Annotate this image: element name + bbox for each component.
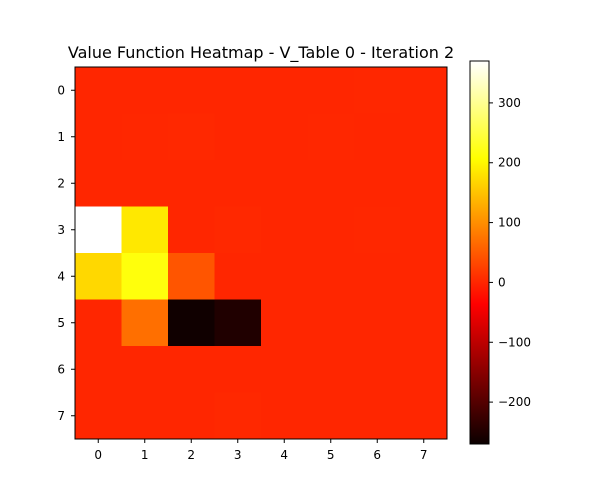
- heatmap-cell-r4-c6: [354, 253, 401, 300]
- colorbar-ticks: −200 −100 0 100 200 300: [489, 96, 531, 409]
- colorbar-tick-label: −100: [498, 335, 531, 349]
- colorbar-frame: [469, 60, 490, 445]
- x-tick-label: 6: [373, 448, 381, 462]
- heatmap-cell-r7-c6: [354, 392, 401, 440]
- heatmap-cell-r3-c0: [75, 206, 122, 254]
- heatmap-cell-r4-c5: [307, 253, 355, 300]
- heatmap-cell-r1-c3: [214, 113, 262, 161]
- heatmap-cell-r4-c2: [168, 253, 215, 300]
- heatmap-cell-r7-c4: [261, 392, 308, 440]
- heatmap-cell-r3-c6: [354, 206, 401, 254]
- chart-title: Value Function Heatmap - V_Table 0 - Ite…: [68, 43, 454, 63]
- heatmap-cell-r5-c3: [214, 299, 262, 347]
- colorbar-tick-label: 200: [498, 156, 521, 170]
- x-tick-label: 4: [280, 448, 288, 462]
- heatmap-cell-r2-c4: [261, 160, 308, 207]
- heatmap-cell-r5-c0: [75, 299, 122, 347]
- heatmap-cell-r6-c1: [121, 346, 169, 393]
- heatmap-cell-r6-c3: [214, 346, 262, 393]
- heatmap-cell-r6-c2: [168, 346, 215, 393]
- x-tick-label: 0: [94, 448, 102, 462]
- heatmap-cell-r6-c4: [261, 346, 308, 393]
- heatmap-cell-r1-c0: [75, 113, 122, 161]
- colorbar-tick-label: 300: [498, 96, 521, 110]
- colorbar-tick-label: −200: [498, 395, 531, 409]
- heatmap-cell-r2-c6: [354, 160, 401, 207]
- heatmap-cell-r2-c1: [121, 160, 169, 207]
- heatmap-cell-r7-c1: [121, 392, 169, 440]
- y-tick-label: 1: [57, 130, 65, 144]
- heatmap-cell-r0-c5: [307, 67, 355, 114]
- heatmap-cell-r0-c6: [354, 67, 401, 114]
- heatmap-cell-r4-c0: [75, 253, 122, 300]
- heatmap-cell-r4-c7: [400, 253, 448, 300]
- heatmap-cell-r4-c3: [214, 253, 262, 300]
- y-axis-ticks: 0 1 2 3 4 5 6 7: [57, 83, 75, 423]
- heatmap-cell-r0-c0: [75, 67, 122, 114]
- heatmap-cell-r5-c1: [121, 299, 169, 347]
- heatmap-cell-r3-c3: [214, 206, 262, 254]
- heatmap-cell-r2-c0: [75, 160, 122, 207]
- heatmap-cell-r2-c5: [307, 160, 355, 207]
- heatmap-cell-r0-c2: [168, 67, 215, 114]
- heatmap-cell-r6-c5: [307, 346, 355, 393]
- heatmap-cell-r6-c6: [354, 346, 401, 393]
- x-tick-label: 2: [187, 448, 195, 462]
- heatmap-cell-r0-c3: [214, 67, 262, 114]
- heatmap-cells: [75, 67, 448, 440]
- colorbar-gradient: [470, 61, 489, 444]
- heatmap-cell-r2-c7: [400, 160, 448, 207]
- x-tick-label: 5: [327, 448, 335, 462]
- heatmap-cell-r4-c1: [121, 253, 169, 300]
- heatmap-cell-r3-c5: [307, 206, 355, 254]
- heatmap-cell-r1-c6: [354, 113, 401, 161]
- y-tick-label: 6: [57, 362, 65, 376]
- heatmap-cell-r7-c7: [400, 392, 448, 440]
- heatmap-cell-r3-c1: [121, 206, 169, 254]
- x-tick-label: 7: [420, 448, 428, 462]
- y-tick-label: 3: [57, 223, 65, 237]
- heatmap-cell-r1-c2: [168, 113, 215, 161]
- colorbar-tick-label: 100: [498, 216, 521, 230]
- heatmap-cell-r7-c3: [214, 392, 262, 440]
- y-tick-label: 4: [57, 269, 65, 283]
- x-axis-ticks: 0 1 2 3 4 5 6 7: [94, 439, 428, 462]
- heatmap-cell-r0-c1: [121, 67, 169, 114]
- colorbar-tick-label: 0: [498, 275, 506, 289]
- heatmap-cell-r1-c4: [261, 113, 308, 161]
- x-tick-label: 1: [141, 448, 149, 462]
- y-tick-label: 5: [57, 316, 65, 330]
- plot-frame: [74, 66, 448, 440]
- heatmap-cell-r3-c7: [400, 206, 448, 254]
- heatmap-cell-r7-c0: [75, 392, 122, 440]
- heatmap-cell-r1-c1: [121, 113, 169, 161]
- heatmap-cell-r7-c5: [307, 392, 355, 440]
- heatmap-cell-r2-c2: [168, 160, 215, 207]
- heatmap-cell-r7-c2: [168, 392, 215, 440]
- y-tick-label: 7: [57, 409, 65, 423]
- heatmap-cell-r1-c5: [307, 113, 355, 161]
- heatmap-cell-r5-c5: [307, 299, 355, 347]
- y-tick-label: 2: [57, 176, 65, 190]
- heatmap-cell-r5-c4: [261, 299, 308, 347]
- heatmap-cell-r0-c7: [400, 67, 448, 114]
- heatmap-cell-r1-c7: [400, 113, 448, 161]
- heatmap-cell-r5-c7: [400, 299, 448, 347]
- y-tick-label: 0: [57, 83, 65, 97]
- heatmap-cell-r2-c3: [214, 160, 262, 207]
- heatmap-cell-r5-c6: [354, 299, 401, 347]
- heatmap-cell-r4-c4: [261, 253, 308, 300]
- x-tick-label: 3: [234, 448, 242, 462]
- heatmap-cell-r0-c4: [261, 67, 308, 114]
- heatmap-cell-r5-c2: [168, 299, 215, 347]
- heatmap-cell-r3-c4: [261, 206, 308, 254]
- heatmap-cell-r6-c0: [75, 346, 122, 393]
- heatmap-cell-r3-c2: [168, 206, 215, 254]
- heatmap-cell-r6-c7: [400, 346, 448, 393]
